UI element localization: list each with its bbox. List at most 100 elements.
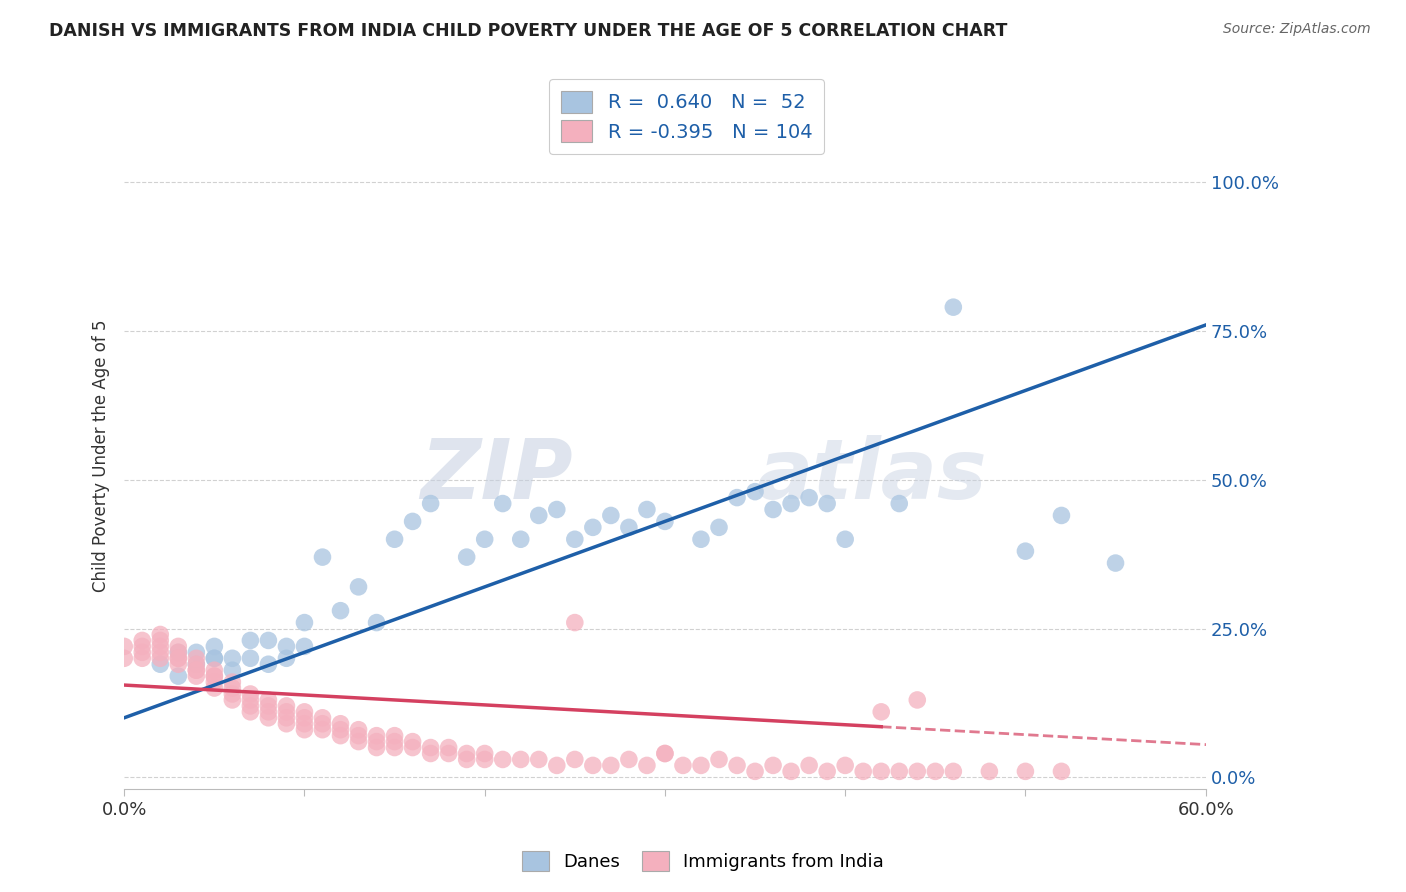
Point [870, 705, 893, 719]
Point [149, 633, 172, 648]
Point [636, 502, 658, 516]
Point [437, 740, 460, 755]
Point [329, 723, 352, 737]
Point [112, 651, 135, 665]
Point [202, 669, 225, 683]
Point [366, 615, 388, 630]
Point [202, 681, 225, 695]
Point [870, 764, 893, 779]
Point [167, 645, 190, 659]
Point [1104, 556, 1126, 570]
Point [239, 698, 262, 713]
Point [239, 705, 262, 719]
Point [186, 645, 208, 659]
Point [186, 663, 208, 677]
Text: atlas: atlas [756, 435, 987, 516]
Point [149, 627, 172, 641]
Point [347, 729, 370, 743]
Point [780, 497, 803, 511]
Point [257, 657, 280, 672]
Point [186, 663, 208, 677]
Y-axis label: Child Poverty Under the Age of 5: Child Poverty Under the Age of 5 [93, 319, 110, 592]
Point [347, 580, 370, 594]
Point [834, 758, 856, 772]
Point [294, 640, 316, 654]
Point [834, 533, 856, 547]
Point [239, 633, 262, 648]
Point [131, 651, 153, 665]
Point [149, 657, 172, 672]
Point [654, 747, 676, 761]
Point [149, 645, 172, 659]
Point [744, 484, 766, 499]
Point [582, 758, 605, 772]
Point [384, 729, 406, 743]
Point [509, 752, 531, 766]
Point [167, 651, 190, 665]
Point [924, 764, 946, 779]
Point [202, 651, 225, 665]
Point [167, 657, 190, 672]
Point [599, 508, 621, 523]
Point [294, 723, 316, 737]
Point [617, 520, 640, 534]
Point [221, 663, 243, 677]
Point [437, 747, 460, 761]
Point [401, 734, 423, 748]
Point [815, 764, 838, 779]
Point [672, 758, 695, 772]
Point [636, 758, 658, 772]
Point [582, 520, 605, 534]
Point [167, 669, 190, 683]
Point [257, 705, 280, 719]
Point [797, 758, 820, 772]
Point [384, 734, 406, 748]
Point [276, 640, 298, 654]
Point [276, 705, 298, 719]
Point [1050, 508, 1073, 523]
Point [474, 747, 496, 761]
Point [905, 764, 928, 779]
Point [311, 716, 333, 731]
Point [221, 651, 243, 665]
Point [294, 716, 316, 731]
Point [329, 604, 352, 618]
Point [690, 758, 713, 772]
Point [690, 533, 713, 547]
Point [329, 729, 352, 743]
Point [419, 497, 441, 511]
Point [456, 747, 478, 761]
Point [186, 669, 208, 683]
Point [401, 740, 423, 755]
Point [797, 491, 820, 505]
Point [815, 497, 838, 511]
Point [167, 640, 190, 654]
Point [707, 752, 730, 766]
Point [546, 502, 568, 516]
Point [725, 491, 748, 505]
Point [149, 651, 172, 665]
Point [492, 497, 515, 511]
Point [492, 752, 515, 766]
Point [311, 723, 333, 737]
Point [294, 711, 316, 725]
Point [149, 640, 172, 654]
Point [384, 740, 406, 755]
Point [889, 497, 911, 511]
Point [419, 740, 441, 755]
Point [239, 687, 262, 701]
Point [221, 687, 243, 701]
Point [366, 734, 388, 748]
Point [419, 747, 441, 761]
Legend: Danes, Immigrants from India: Danes, Immigrants from India [515, 844, 891, 879]
Point [401, 515, 423, 529]
Point [474, 752, 496, 766]
Text: Source: ZipAtlas.com: Source: ZipAtlas.com [1223, 22, 1371, 37]
Point [131, 645, 153, 659]
Point [599, 758, 621, 772]
Point [564, 615, 586, 630]
Point [780, 764, 803, 779]
Point [762, 758, 785, 772]
Point [112, 640, 135, 654]
Point [546, 758, 568, 772]
